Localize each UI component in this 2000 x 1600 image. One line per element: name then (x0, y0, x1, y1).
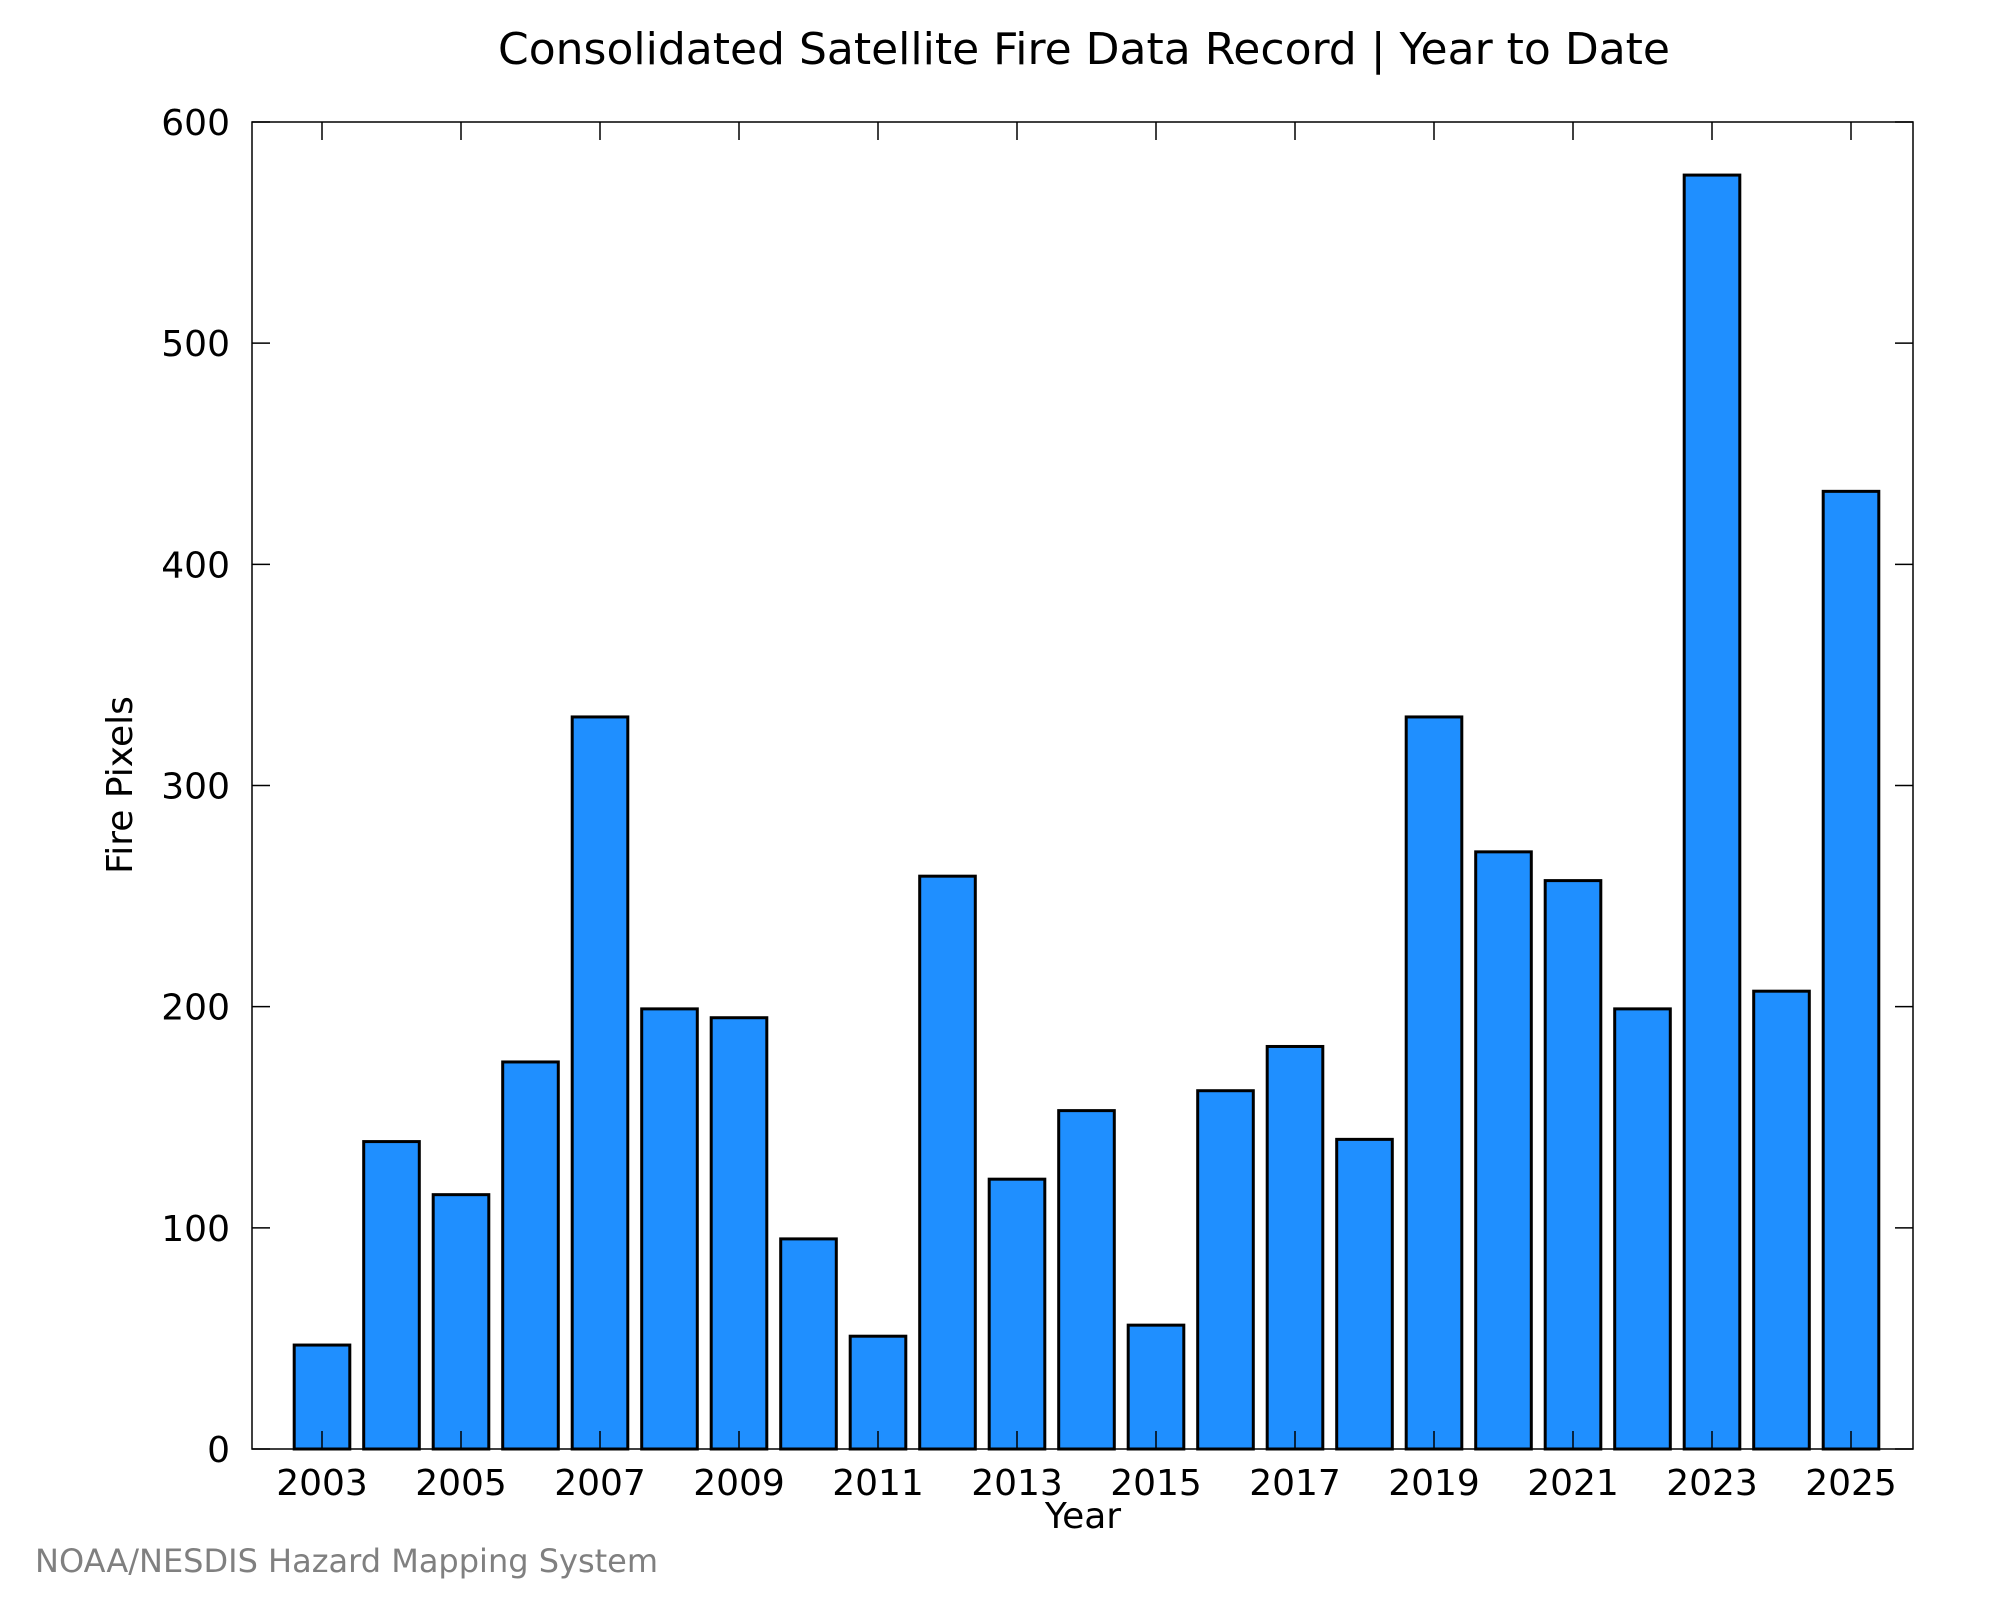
axis-ticks (252, 121, 1913, 1450)
y-tick-labels: 0 100 200 300 400 500 600 (161, 103, 230, 1471)
x-tick-label-2013: 2013 (971, 1463, 1063, 1504)
bar-2004 (362, 1140, 421, 1451)
bar-2010 (779, 1237, 838, 1451)
bar-2015 (1126, 1323, 1186, 1451)
bar-2023 (1682, 173, 1742, 1451)
x-tick-label-2003: 2003 (276, 1463, 368, 1504)
x-tick-label-2023: 2023 (1666, 1463, 1758, 1504)
bar-2019 (1404, 715, 1464, 1451)
x-tick-label-2009: 2009 (693, 1463, 785, 1504)
x-tick-label-2015: 2015 (1110, 1463, 1202, 1504)
bar-2018 (1335, 1137, 1394, 1451)
x-tick-label-2007: 2007 (554, 1463, 646, 1504)
x-tick-label-2017: 2017 (1249, 1463, 1341, 1504)
x-tick-label-2025: 2025 (1805, 1463, 1897, 1504)
bar-2013 (987, 1177, 1047, 1451)
x-tick-label-2021: 2021 (1527, 1463, 1619, 1504)
x-tick-labels: 2003 2005 2007 2009 2011 2013 2015 2017 2019 2021… (276, 1463, 1897, 1504)
bar-group (292, 173, 1881, 1451)
bar-2007 (570, 715, 630, 1451)
bar-2009 (709, 1016, 769, 1451)
y-tick-label-100: 100 (161, 1209, 230, 1250)
bar-2014 (1057, 1109, 1116, 1451)
x-tick-label-2005: 2005 (415, 1463, 507, 1504)
bar-2016 (1196, 1089, 1255, 1451)
y-tick-label-200: 200 (161, 988, 230, 1029)
bar-2022 (1613, 1007, 1672, 1451)
y-tick-label-300: 300 (161, 767, 230, 808)
x-tick-label-2011: 2011 (832, 1463, 924, 1504)
x-axis-label: Year (1044, 1496, 1121, 1537)
y-axis-label: Fire Pixels (100, 696, 141, 874)
bar-2017 (1265, 1044, 1325, 1451)
bar-2012 (918, 874, 977, 1451)
bar-2005 (431, 1193, 491, 1451)
bar-2020 (1474, 850, 1533, 1451)
x-tick-label-2019: 2019 (1388, 1463, 1480, 1504)
y-tick-label-500: 500 (161, 324, 230, 365)
bar-2008 (640, 1007, 699, 1451)
bar-2006 (501, 1060, 560, 1451)
y-tick-label-600: 600 (161, 103, 230, 144)
bar-2021 (1543, 879, 1603, 1451)
bar-2024 (1752, 989, 1811, 1451)
y-tick-label-400: 400 (161, 545, 230, 586)
chart-title: Consolidated Satellite Fire Data Record … (498, 24, 1670, 75)
bar-2025 (1821, 489, 1881, 1451)
y-tick-label-0: 0 (207, 1430, 230, 1471)
credit-text: NOAA/NESDIS Hazard Mapping System (35, 1542, 658, 1580)
